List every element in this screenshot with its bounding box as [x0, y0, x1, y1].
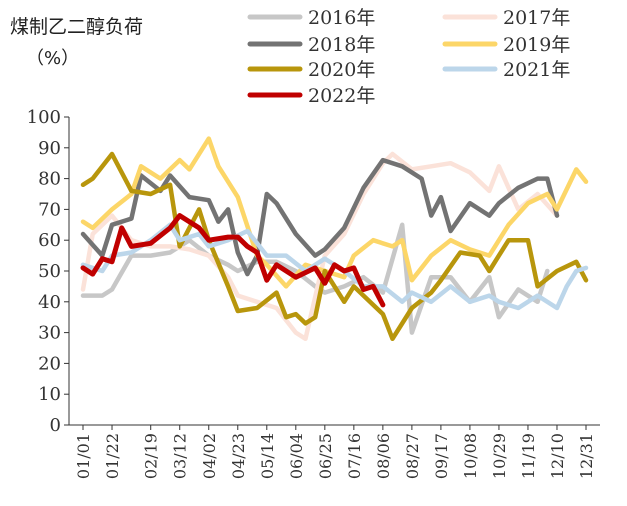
y-tick-label: 30 — [38, 323, 61, 344]
series-line-2018年 — [80, 157, 560, 277]
y-tick-label: 80 — [38, 169, 61, 190]
x-tick-label: 05/14 — [258, 433, 277, 479]
y-tick-label: 60 — [38, 230, 61, 251]
y-tick-label: 90 — [38, 138, 61, 159]
x-tick-label: 01/22 — [103, 433, 122, 479]
y-tick-label: 20 — [38, 353, 61, 374]
x-tick-label: 10/29 — [490, 433, 509, 479]
y-tick-label: 70 — [38, 199, 61, 220]
legend-label: 2018年 — [308, 34, 375, 56]
x-tick-label: 07/16 — [345, 433, 364, 479]
legend-label: 2016年 — [308, 7, 375, 29]
legend-label: 2022年 — [308, 85, 375, 107]
series-line-2022年 — [80, 213, 386, 308]
legend-label: 2017年 — [503, 7, 570, 29]
x-tick-label: 04/02 — [200, 433, 219, 479]
x-tick-label: 06/25 — [316, 433, 335, 479]
y-tick-label: 0 — [50, 415, 61, 436]
legend-label: 2019年 — [503, 34, 570, 56]
x-tick-label: 04/23 — [229, 433, 248, 479]
x-tick-label: 01/01 — [74, 433, 93, 479]
x-tick-label: 09/17 — [432, 433, 451, 479]
series-line-2017年 — [80, 151, 560, 342]
x-tick-label: 10/08 — [461, 433, 480, 479]
y-tick-label: 100 — [27, 107, 61, 128]
x-tick-label: 08/27 — [403, 433, 422, 479]
series-line-2019年 — [80, 136, 589, 289]
x-tick-label: 11/19 — [519, 433, 538, 479]
x-tick-label: 08/06 — [374, 433, 393, 479]
y-tick-label: 10 — [38, 384, 61, 405]
y-tick-label: 50 — [38, 261, 61, 282]
x-tick-label: 06/04 — [287, 433, 306, 479]
legend-label: 2020年 — [308, 59, 375, 81]
x-tick-label: 12/31 — [577, 433, 596, 479]
x-tick-label: 12/10 — [548, 433, 567, 479]
chart-title: 煤制乙二醇负荷 — [10, 16, 144, 38]
x-tick-label: 02/19 — [142, 433, 161, 479]
legend-label: 2021年 — [503, 59, 570, 81]
y-tick-label: 40 — [38, 292, 61, 313]
y-axis-unit: （%） — [26, 48, 80, 69]
x-tick-label: 03/12 — [171, 433, 190, 479]
